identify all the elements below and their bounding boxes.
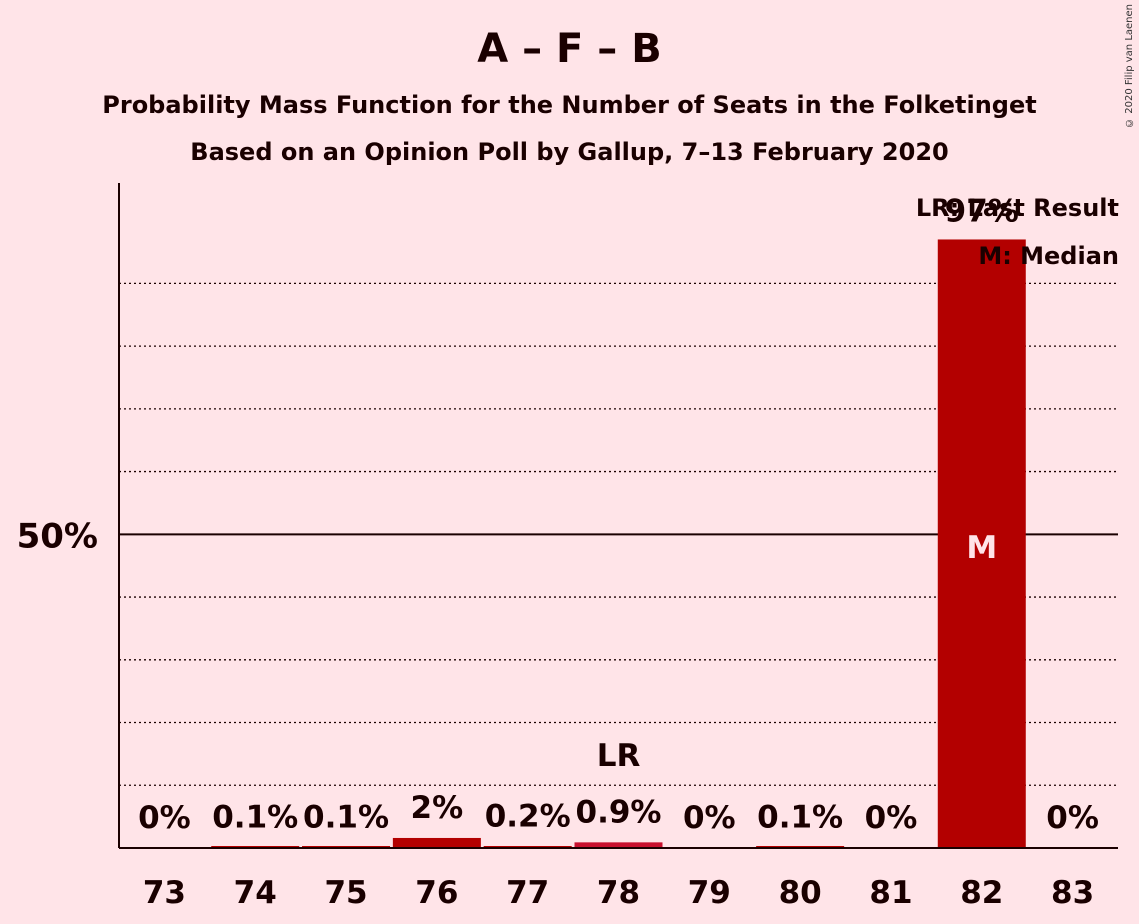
x-tick-label-78: 78	[597, 875, 640, 911]
y-tick-label: 50%	[17, 516, 98, 556]
x-tick-label-75: 75	[324, 875, 367, 911]
data-label-83: 0%	[1046, 800, 1099, 836]
data-label-82: 97%	[945, 193, 1019, 229]
x-tick-label-80: 80	[779, 875, 822, 911]
data-label-77: 0.2%	[485, 799, 571, 835]
data-label-75: 0.1%	[303, 799, 389, 835]
data-label-78: 0.9%	[576, 794, 662, 830]
data-label-79: 0%	[683, 800, 736, 836]
x-tick-label-83: 83	[1051, 875, 1094, 911]
last-result-marker: LR	[597, 738, 641, 774]
median-marker: M	[966, 530, 997, 566]
data-label-76: 2%	[411, 790, 464, 826]
chart-title: A – F – B	[477, 26, 662, 72]
chart-subtitle-poll: Based on an Opinion Poll by Gallup, 7–13…	[190, 138, 949, 166]
legend-median: M: Median	[978, 242, 1119, 270]
data-label-74: 0.1%	[212, 799, 298, 835]
chart-subtitle: Probability Mass Function for the Number…	[102, 91, 1037, 119]
x-tick-label-81: 81	[869, 875, 912, 911]
legend-last-result: LR: Last Result	[915, 194, 1119, 222]
x-tick-label-73: 73	[143, 875, 186, 911]
x-tick-label-79: 79	[688, 875, 731, 911]
bar-78	[574, 842, 663, 848]
x-tick-label-77: 77	[506, 875, 549, 911]
data-label-81: 0%	[865, 800, 918, 836]
x-tick-label-82: 82	[960, 875, 1003, 911]
data-label-73: 0%	[138, 800, 191, 836]
x-tick-label-76: 76	[415, 875, 458, 911]
data-label-80: 0.1%	[757, 799, 843, 835]
x-tick-label-74: 74	[234, 875, 277, 911]
bar-82	[937, 239, 1026, 848]
bar-76	[392, 837, 481, 848]
legend: LR: Last Result M: Median	[916, 184, 1119, 280]
